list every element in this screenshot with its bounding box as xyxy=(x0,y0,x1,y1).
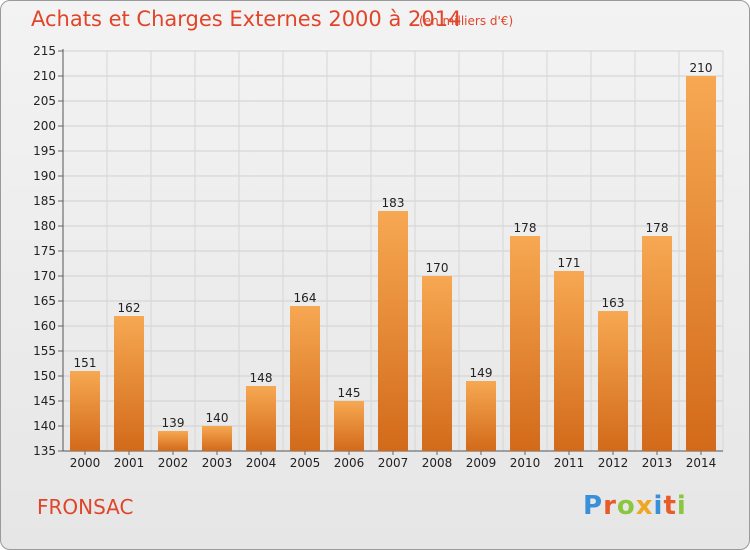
bar-2007 xyxy=(378,211,408,451)
value-label-2002: 139 xyxy=(162,416,185,430)
bar-2011 xyxy=(554,271,584,451)
y-tick-label: 170 xyxy=(33,269,56,283)
value-label-2004: 148 xyxy=(250,371,273,385)
x-tick-label-2002: 2002 xyxy=(158,456,189,470)
y-tick-label: 210 xyxy=(33,69,56,83)
bar-2006 xyxy=(334,401,364,451)
labels: 135 140 145 150 155 160 165 170 175 180 185 190 195 2… xyxy=(33,44,716,470)
value-label-2006: 145 xyxy=(338,386,361,400)
value-label-2012: 163 xyxy=(602,296,625,310)
logo-letter: r xyxy=(603,491,617,521)
y-tick-label: 190 xyxy=(33,169,56,183)
y-tick-label: 150 xyxy=(33,369,56,383)
x-tick-label-2010: 2010 xyxy=(510,456,541,470)
value-label-2014: 210 xyxy=(690,61,713,75)
bar-2000 xyxy=(70,371,100,451)
bar-2014 xyxy=(686,76,716,451)
y-tick-label: 165 xyxy=(33,294,56,308)
y-tick-label: 175 xyxy=(33,244,56,258)
chart-title: Achats et Charges Externes 2000 à 2014 xyxy=(31,7,462,31)
value-label-2000: 151 xyxy=(74,356,97,370)
bar-2004 xyxy=(246,386,276,451)
bar-2001 xyxy=(114,316,144,451)
x-tick-label-2007: 2007 xyxy=(378,456,409,470)
value-label-2013: 178 xyxy=(646,221,669,235)
logo-letter: i xyxy=(676,491,687,521)
bar-2012 xyxy=(598,311,628,451)
x-tick-label-2013: 2013 xyxy=(642,456,673,470)
bars xyxy=(70,76,716,451)
place-name: FRONSAC xyxy=(37,495,134,519)
bar-2010 xyxy=(510,236,540,451)
bar-2008 xyxy=(422,276,452,451)
chart-unit: (en milliers d'€) xyxy=(419,14,514,28)
bar-2002 xyxy=(158,431,188,451)
value-label-2005: 164 xyxy=(294,291,317,305)
y-tick-label: 140 xyxy=(33,419,56,433)
x-tick-label-2009: 2009 xyxy=(466,456,497,470)
x-tick-label-2012: 2012 xyxy=(598,456,629,470)
x-tick-label-2011: 2011 xyxy=(554,456,585,470)
y-tick-label: 180 xyxy=(33,219,56,233)
y-tick-label: 215 xyxy=(33,44,56,58)
y-tick-label: 195 xyxy=(33,144,56,158)
value-label-2010: 178 xyxy=(514,221,537,235)
y-tick-label: 160 xyxy=(33,319,56,333)
x-tick-label-2004: 2004 xyxy=(246,456,277,470)
value-label-2007: 183 xyxy=(382,196,405,210)
value-label-2001: 162 xyxy=(118,301,141,315)
x-tick-label-2003: 2003 xyxy=(202,456,233,470)
y-tick-label: 145 xyxy=(33,394,56,408)
value-label-2009: 149 xyxy=(470,366,493,380)
y-tick-label: 200 xyxy=(33,119,56,133)
bar-2003 xyxy=(202,426,232,451)
bar-2009 xyxy=(466,381,496,451)
y-tick-label: 135 xyxy=(33,444,56,458)
logo-letter: x xyxy=(635,491,654,521)
logo-letter: i xyxy=(653,491,664,521)
logo-letter: P xyxy=(583,491,604,521)
x-tick-label-2000: 2000 xyxy=(70,456,101,470)
x-tick-label-2008: 2008 xyxy=(422,456,453,470)
value-label-2011: 171 xyxy=(558,256,581,270)
y-tick-label: 205 xyxy=(33,94,56,108)
proxiti-logo[interactable]: Proxiti xyxy=(583,491,687,521)
x-tick-label-2001: 2001 xyxy=(114,456,145,470)
y-tick-label: 155 xyxy=(33,344,56,358)
x-tick-label-2014: 2014 xyxy=(686,456,717,470)
bar-2013 xyxy=(642,236,672,451)
x-tick-label-2006: 2006 xyxy=(334,456,365,470)
value-label-2003: 140 xyxy=(206,411,229,425)
logo-letter: o xyxy=(616,491,636,521)
x-tick-label-2005: 2005 xyxy=(290,456,321,470)
bar-2005 xyxy=(290,306,320,451)
value-label-2008: 170 xyxy=(426,261,449,275)
y-tick-label: 185 xyxy=(33,194,56,208)
logo-letter: t xyxy=(663,491,677,521)
